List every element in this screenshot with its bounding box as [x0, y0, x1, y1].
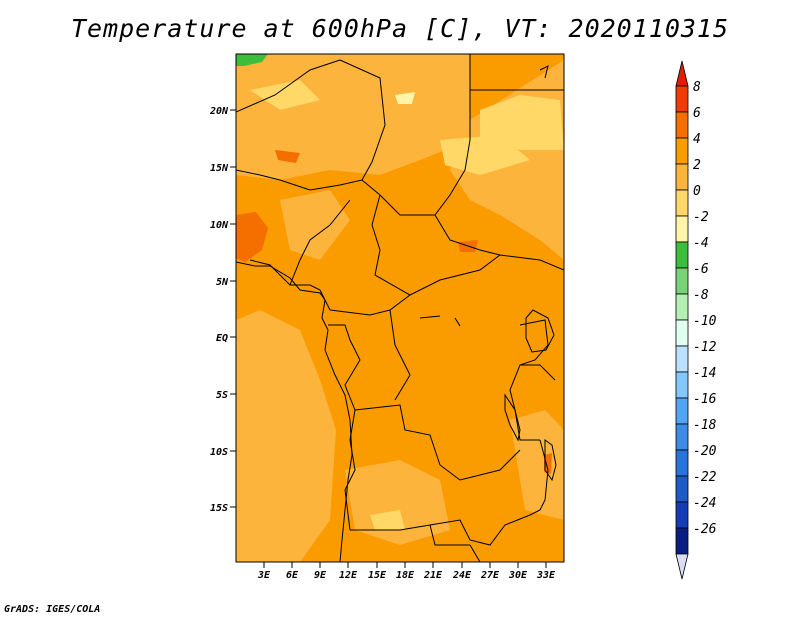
- colorbar-label: -10: [693, 314, 717, 329]
- credit-text: GrADS: IGES/COLA: [4, 604, 101, 615]
- colorbar-swatch: [675, 423, 689, 451]
- colorbar-swatch: [675, 475, 689, 503]
- lon-tick-label: 3E: [257, 570, 271, 581]
- colorbar-label: 6: [693, 106, 701, 121]
- colorbar-label: -26: [693, 522, 717, 537]
- lon-tick-label: 24E: [452, 570, 472, 581]
- lon-tick-label: 30E: [508, 570, 528, 581]
- colorbar-label: 8: [693, 80, 701, 95]
- lon-tick-label: 27E: [480, 570, 500, 581]
- colorbar-swatch: [675, 397, 689, 425]
- latitude-axis: 20N 15N 10N 5N EQ 5S 10S 15S: [209, 106, 236, 514]
- lon-tick-label: 6E: [286, 570, 299, 581]
- colorbar-top-arrow: [675, 60, 689, 87]
- lat-tick-label: 10N: [210, 220, 229, 231]
- lat-tick-label: 15N: [210, 163, 229, 174]
- lat-tick-label: EQ: [216, 333, 228, 344]
- colorbar-swatch: [675, 527, 689, 555]
- colorbar-label: -16: [693, 392, 717, 407]
- colorbar-label: -2: [693, 210, 709, 225]
- temperature-field: [236, 54, 564, 562]
- lat-tick-label: 10S: [210, 447, 228, 458]
- colorbar-swatch: [675, 85, 689, 113]
- colorbar-swatch: [675, 137, 689, 165]
- colorbar-label: -12: [693, 340, 717, 355]
- colorbar-swatch: [675, 345, 689, 373]
- colorbar-label: -6: [693, 262, 709, 277]
- colorbar-swatch: [675, 501, 689, 529]
- lat-tick-label: 20N: [209, 106, 229, 117]
- colorbar-label: -8: [693, 288, 709, 303]
- colorbar-label: 2: [693, 158, 701, 173]
- lon-tick-label: 12E: [339, 570, 358, 581]
- colorbar-swatch: [675, 371, 689, 399]
- coastline: [236, 65, 557, 562]
- colorbar-swatch: [675, 449, 689, 477]
- map-frame: [235, 53, 565, 563]
- longitude-axis: 3E 6E 9E 12E 15E 18E 21E 24E 27E 30E 33E: [257, 562, 556, 581]
- colorbar: 8 6 4 2 0 -2 -4 -6 -8 -10 -12 -14 -16 -18 -20 -22 -24 -26: [675, 60, 717, 580]
- lat-tick-label: 5N: [216, 277, 229, 288]
- colorbar-label: -14: [693, 366, 716, 381]
- colorbar-swatch: [675, 111, 689, 139]
- lon-tick-label: 21E: [423, 570, 443, 581]
- colorbar-swatch: [675, 319, 689, 347]
- colorbar-label: -18: [693, 418, 717, 433]
- lon-tick-label: 9E: [314, 570, 327, 581]
- colorbar-label: 0: [693, 184, 701, 199]
- lat-tick-label: 15S: [210, 503, 228, 514]
- country-borders: [236, 54, 564, 562]
- lon-tick-label: 18E: [396, 570, 415, 581]
- colorbar-label: -22: [693, 470, 717, 485]
- colorbar-swatch: [675, 267, 689, 295]
- colorbar-swatch: [675, 163, 689, 191]
- plot-title: Temperature at 600hPa [C], VT: 202011031…: [70, 14, 730, 43]
- colorbar-label: 4: [693, 132, 701, 147]
- lon-tick-label: 15E: [368, 570, 387, 581]
- colorbar-bottom-arrow: [675, 553, 689, 580]
- colorbar-swatch: [675, 189, 689, 217]
- colorbar-label: -24: [693, 496, 716, 511]
- colorbar-swatch: [675, 241, 689, 269]
- lon-tick-label: 33E: [536, 570, 556, 581]
- colorbar-label: -4: [693, 236, 709, 251]
- colorbar-swatch: [675, 293, 689, 321]
- colorbar-swatch: [675, 215, 689, 243]
- colorbar-label: -20: [693, 444, 717, 459]
- lat-tick-label: 5S: [216, 390, 228, 401]
